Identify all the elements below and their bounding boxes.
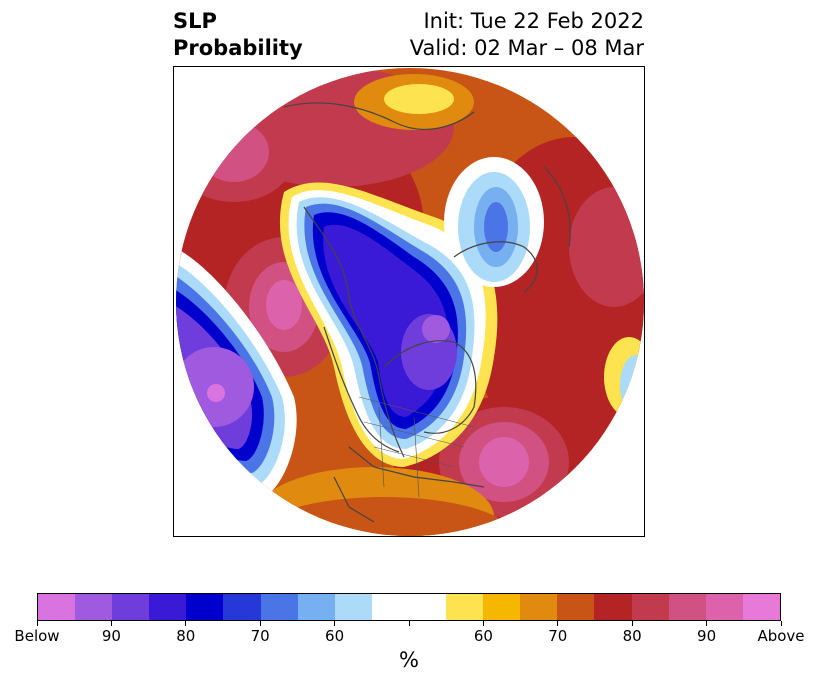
colorbar-tick-label: 80 xyxy=(176,627,196,645)
colorbar-bin xyxy=(668,594,706,620)
init-date: Init: Tue 22 Feb 2022 xyxy=(423,9,644,33)
colorbar-bin xyxy=(297,594,335,620)
map-dates: Init: Tue 22 Feb 2022 Valid: 02 Mar – 08… xyxy=(410,8,644,62)
colorbar-bin xyxy=(334,594,372,620)
colorbar-bin xyxy=(75,594,113,620)
coastlines xyxy=(283,102,571,523)
colorbar-tick xyxy=(706,621,708,626)
colorbar-tick xyxy=(780,621,782,626)
colorbar-tick-label: Below xyxy=(14,627,60,645)
colorbar-bin xyxy=(260,594,298,620)
colorbar-tick-label: 90 xyxy=(101,627,121,645)
colorbar-tick-label: 60 xyxy=(325,627,345,645)
colorbar-tick xyxy=(259,621,261,626)
colorbar-unit-label: % xyxy=(399,648,419,672)
colorbar-bin xyxy=(520,594,558,620)
colorbar-tick-label: 70 xyxy=(250,627,270,645)
colorbar-tick xyxy=(482,621,484,626)
map-title: SLP Probability xyxy=(173,8,303,62)
colorbar-tick xyxy=(631,621,633,626)
colorbar-bin xyxy=(705,594,743,620)
colorbar-bin xyxy=(371,594,409,620)
colorbar-bin xyxy=(631,594,669,620)
map-disc xyxy=(176,68,644,536)
colorbar-bin xyxy=(408,594,447,620)
colorbar-bin xyxy=(149,594,187,620)
colorbar-tick xyxy=(408,621,410,626)
colorbar-bin xyxy=(557,594,595,620)
colorbar-tick xyxy=(36,621,38,626)
colorbar-tick xyxy=(557,621,559,626)
colorbar-bin xyxy=(483,594,521,620)
colorbar-tick-label: 70 xyxy=(548,627,568,645)
colorbar-bin xyxy=(112,594,150,620)
colorbar-tick xyxy=(110,621,112,626)
colorbar-tick-label: 90 xyxy=(697,627,717,645)
colorbar-bin xyxy=(742,594,780,620)
colorbar-tick xyxy=(185,621,187,626)
colorbar-tick xyxy=(334,621,336,626)
colorbar-tick-label: 60 xyxy=(473,627,493,645)
probability-colorbar xyxy=(37,593,781,621)
title-line-slp: SLP xyxy=(173,9,217,33)
title-line-probability: Probability xyxy=(173,36,303,60)
colorbar-bin xyxy=(594,594,632,620)
probability-map xyxy=(176,68,644,536)
map-panel xyxy=(173,66,645,537)
borders xyxy=(358,396,475,498)
colorbar-tick-label: Above xyxy=(757,627,805,645)
valid-range: Valid: 02 Mar – 08 Mar xyxy=(409,36,644,60)
colorbar-bin xyxy=(223,594,261,620)
colorbar-bin xyxy=(186,594,224,620)
colorbar-tick-label: 80 xyxy=(622,627,642,645)
colorbar-bin xyxy=(38,594,76,620)
colorbar-bin xyxy=(446,594,484,620)
